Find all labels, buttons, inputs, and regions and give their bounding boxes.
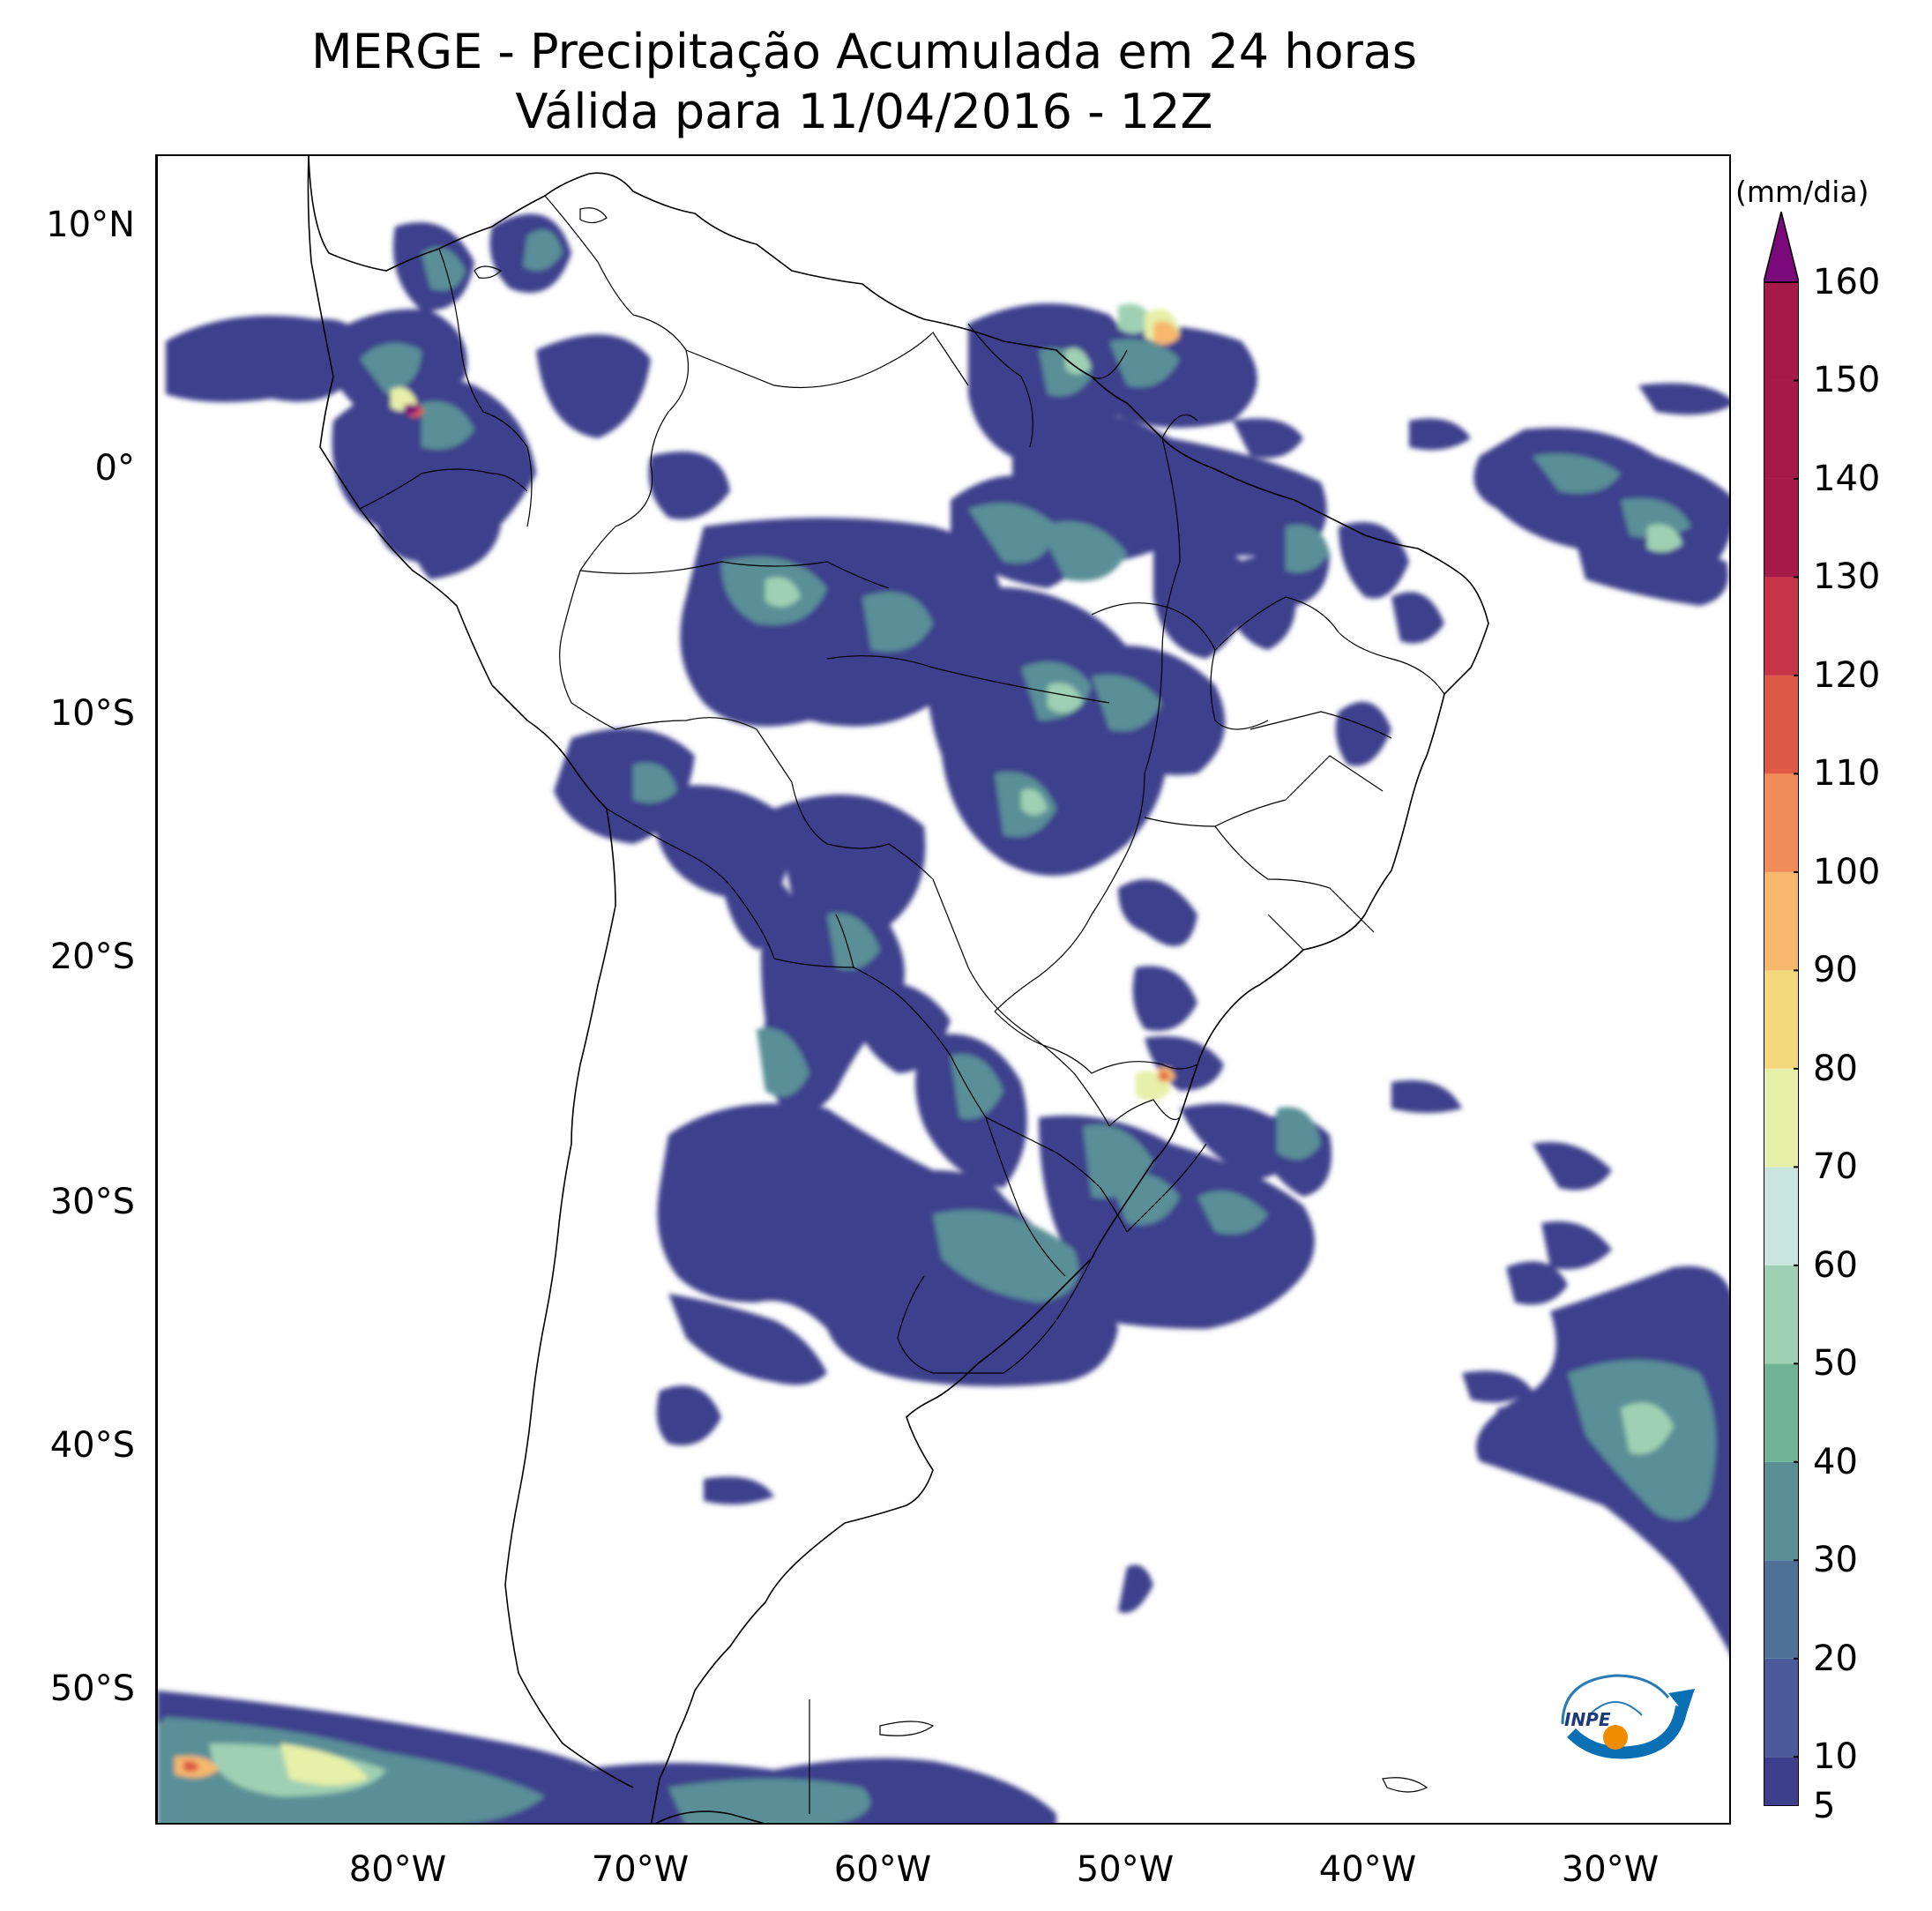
colorbar bbox=[1764, 212, 1799, 1806]
colorbar-tick-label: 110 bbox=[1813, 753, 1881, 795]
colorbar-tick-label: 80 bbox=[1813, 1048, 1858, 1089]
lon-label-50w: 50°W bbox=[1076, 1849, 1175, 1890]
inpe-logo: INPE bbox=[1561, 1674, 1695, 1759]
colorbar-unit: (mm/dia) bbox=[1735, 175, 1869, 209]
lat-label-0: 0° bbox=[94, 448, 135, 489]
colorbar-tick-label: 10 bbox=[1813, 1736, 1858, 1778]
lon-label-30w: 30°W bbox=[1561, 1849, 1660, 1890]
colorbar-band bbox=[1764, 871, 1799, 971]
colorbar-band bbox=[1764, 675, 1799, 774]
colorbar-band bbox=[1764, 1560, 1799, 1659]
country-borders bbox=[359, 195, 1445, 1814]
colorbar-tick-label: 160 bbox=[1813, 262, 1881, 302]
colorbar-band bbox=[1764, 1068, 1799, 1168]
colorbar-tick-label: 100 bbox=[1813, 851, 1881, 892]
lon-label-40w: 40°W bbox=[1318, 1849, 1417, 1890]
colorbar-tick-label: 40 bbox=[1813, 1441, 1858, 1482]
colorbar-tick-label: 130 bbox=[1813, 556, 1881, 598]
lat-label-50s: 50°S bbox=[49, 1668, 135, 1709]
colorbar-band bbox=[1764, 577, 1799, 676]
colorbar-tick-label: 50 bbox=[1813, 1343, 1858, 1385]
colorbar-extend-arrow bbox=[1764, 212, 1799, 283]
colorbar-band bbox=[1764, 773, 1799, 872]
colorbar-tick-label: 150 bbox=[1813, 360, 1881, 401]
colorbar-frame bbox=[1764, 281, 1799, 1806]
islands bbox=[474, 207, 1428, 1793]
colorbar-tick-label: 120 bbox=[1813, 654, 1881, 696]
colorbar-tick-label: 30 bbox=[1813, 1540, 1858, 1581]
lon-label-80w: 80°W bbox=[348, 1849, 447, 1890]
precipitation-map bbox=[157, 156, 1729, 1823]
lat-label-20s: 20°S bbox=[49, 937, 135, 977]
colorbar-band bbox=[1764, 1167, 1799, 1265]
colorbar-band bbox=[1764, 1658, 1799, 1758]
colorbar-band bbox=[1764, 478, 1799, 578]
lat-label-40s: 40°S bbox=[49, 1425, 135, 1466]
map-panel bbox=[155, 154, 1731, 1825]
colorbar-tick-label: 90 bbox=[1813, 950, 1858, 991]
lat-label-10n: 10°N bbox=[46, 205, 135, 245]
colorbar-band bbox=[1764, 1461, 1799, 1561]
inpe-logo-text: INPE bbox=[1564, 1709, 1611, 1730]
colorbar-band bbox=[1764, 380, 1799, 479]
colorbar-band bbox=[1764, 282, 1799, 381]
colorbar-band bbox=[1764, 1363, 1799, 1462]
colorbar-tick-label: 20 bbox=[1813, 1638, 1858, 1679]
map-subtitle: Válida para 11/04/2016 - 12Z bbox=[515, 84, 1213, 139]
lon-label-60w: 60°W bbox=[833, 1849, 932, 1890]
lon-label-70w: 70°W bbox=[591, 1849, 690, 1890]
colorbar-tick-label: 70 bbox=[1813, 1146, 1858, 1188]
colorbar-band bbox=[1764, 1757, 1799, 1806]
colorbar-tick-label: 140 bbox=[1813, 458, 1881, 499]
precipitation-field bbox=[157, 213, 1729, 1823]
coastline bbox=[307, 156, 1489, 1823]
lat-label-30s: 30°S bbox=[49, 1182, 135, 1222]
colorbar-band bbox=[1764, 1265, 1799, 1364]
colorbar-tick-label: 5 bbox=[1813, 1786, 1836, 1826]
lat-label-10s: 10°S bbox=[49, 693, 135, 734]
colorbar-tick-label: 60 bbox=[1813, 1244, 1858, 1286]
map-title: MERGE - Precipitação Acumulada em 24 hor… bbox=[311, 24, 1417, 79]
colorbar-band bbox=[1764, 970, 1799, 1069]
